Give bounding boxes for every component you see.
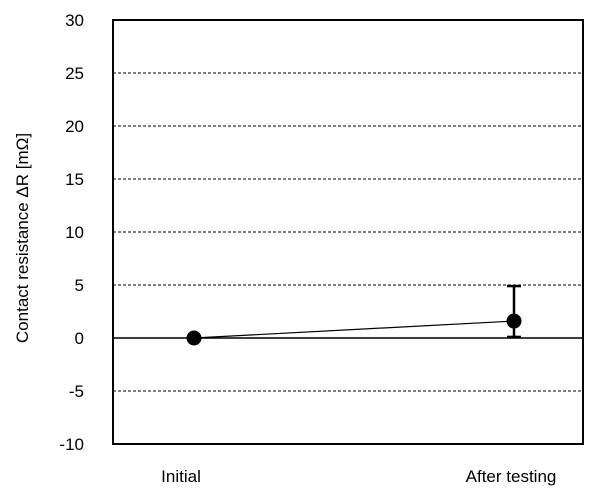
y-axis-title: Contact resistance ΔR [mΩ] — [13, 133, 32, 343]
y-tick-label: 30 — [65, 11, 84, 30]
x-category-labels: Initial After testing — [161, 467, 556, 486]
y-tick-label: 15 — [65, 170, 84, 189]
y-tick-label: -10 — [59, 435, 84, 454]
y-tick-label: 20 — [65, 117, 84, 136]
grid-lines — [113, 72, 583, 392]
data-point — [506, 313, 522, 329]
y-tick-labels: 30 25 20 15 10 5 0 -5 -10 — [59, 11, 84, 454]
y-tick-label: -5 — [69, 382, 84, 401]
plot-frame — [112, 19, 584, 445]
x-category-label: After testing — [466, 467, 557, 486]
y-tick-label: 5 — [75, 276, 84, 295]
error-bar — [507, 284, 521, 339]
series-layer — [186, 284, 522, 346]
y-tick-label: 10 — [65, 223, 84, 242]
series-line — [193, 320, 515, 339]
data-point — [186, 330, 202, 346]
y-tick-label: 25 — [65, 64, 84, 83]
x-category-label: Initial — [161, 467, 201, 486]
y-tick-label: 0 — [75, 329, 84, 348]
